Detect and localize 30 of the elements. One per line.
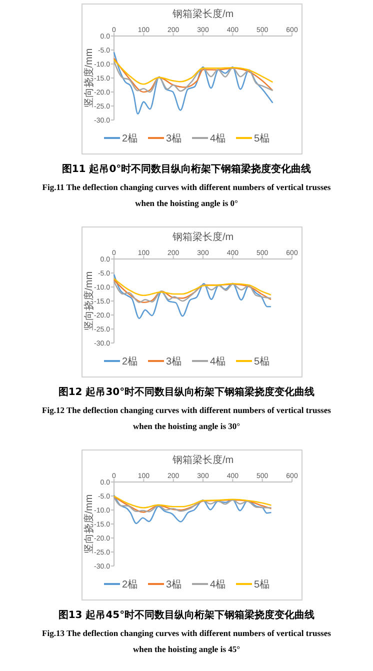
line-series <box>113 274 272 320</box>
legend-label: 5榀 <box>254 356 270 368</box>
caption: Fig.12 The deflection changing curves with different numbers of vertical trusses when the hoisting angle is 30° <box>42 405 332 431</box>
caption: 图11 起吊0°时不同数目纵向桁架下钢箱梁挠度变化曲线 <box>62 163 312 175</box>
legend-label: 3榀 <box>166 578 182 590</box>
legend-label: 2榀 <box>122 578 138 590</box>
caption: 图13 起吊45°时不同数目纵向桁架下钢箱梁挠度变化曲线 <box>58 609 315 621</box>
caption: 图12 起吊30°时不同数目纵向桁架下钢箱梁挠度变化曲线 <box>58 386 315 398</box>
caption: Fig.11 The deflection changing curves with different numbers of vertical trusses when the hoisting angle is 0° <box>42 182 332 208</box>
legend-label: 3榀 <box>166 356 182 368</box>
chart-title: 钢箱梁长度/m <box>171 231 234 243</box>
y-axis-title: 竖向挠度/mm <box>83 494 95 554</box>
legend-label: 2榀 <box>122 132 138 144</box>
y-axis-title: 竖向挠度/mm <box>83 271 95 331</box>
line-series <box>113 494 272 524</box>
legend-label: 5榀 <box>254 132 270 144</box>
chart-title: 钢箱梁长度/m <box>171 454 234 466</box>
line-series <box>113 59 274 85</box>
legend-label: 3榀 <box>166 132 182 144</box>
line-series <box>113 278 272 296</box>
legend-label: 4榀 <box>210 356 226 368</box>
legend-label: 4榀 <box>210 578 226 590</box>
legend-label: 4榀 <box>210 132 226 144</box>
line-series <box>113 495 272 508</box>
caption: Fig.13 The deflection changing curves with different numbers of vertical trusses when the hoisting angle is 45° <box>42 628 332 654</box>
line-series <box>113 52 274 114</box>
legend-label: 2榀 <box>122 356 138 368</box>
legend-label: 5榀 <box>254 578 270 590</box>
y-axis-title: 竖向挠度/mm <box>83 48 95 108</box>
chart-title: 钢箱梁长度/m <box>171 8 234 20</box>
